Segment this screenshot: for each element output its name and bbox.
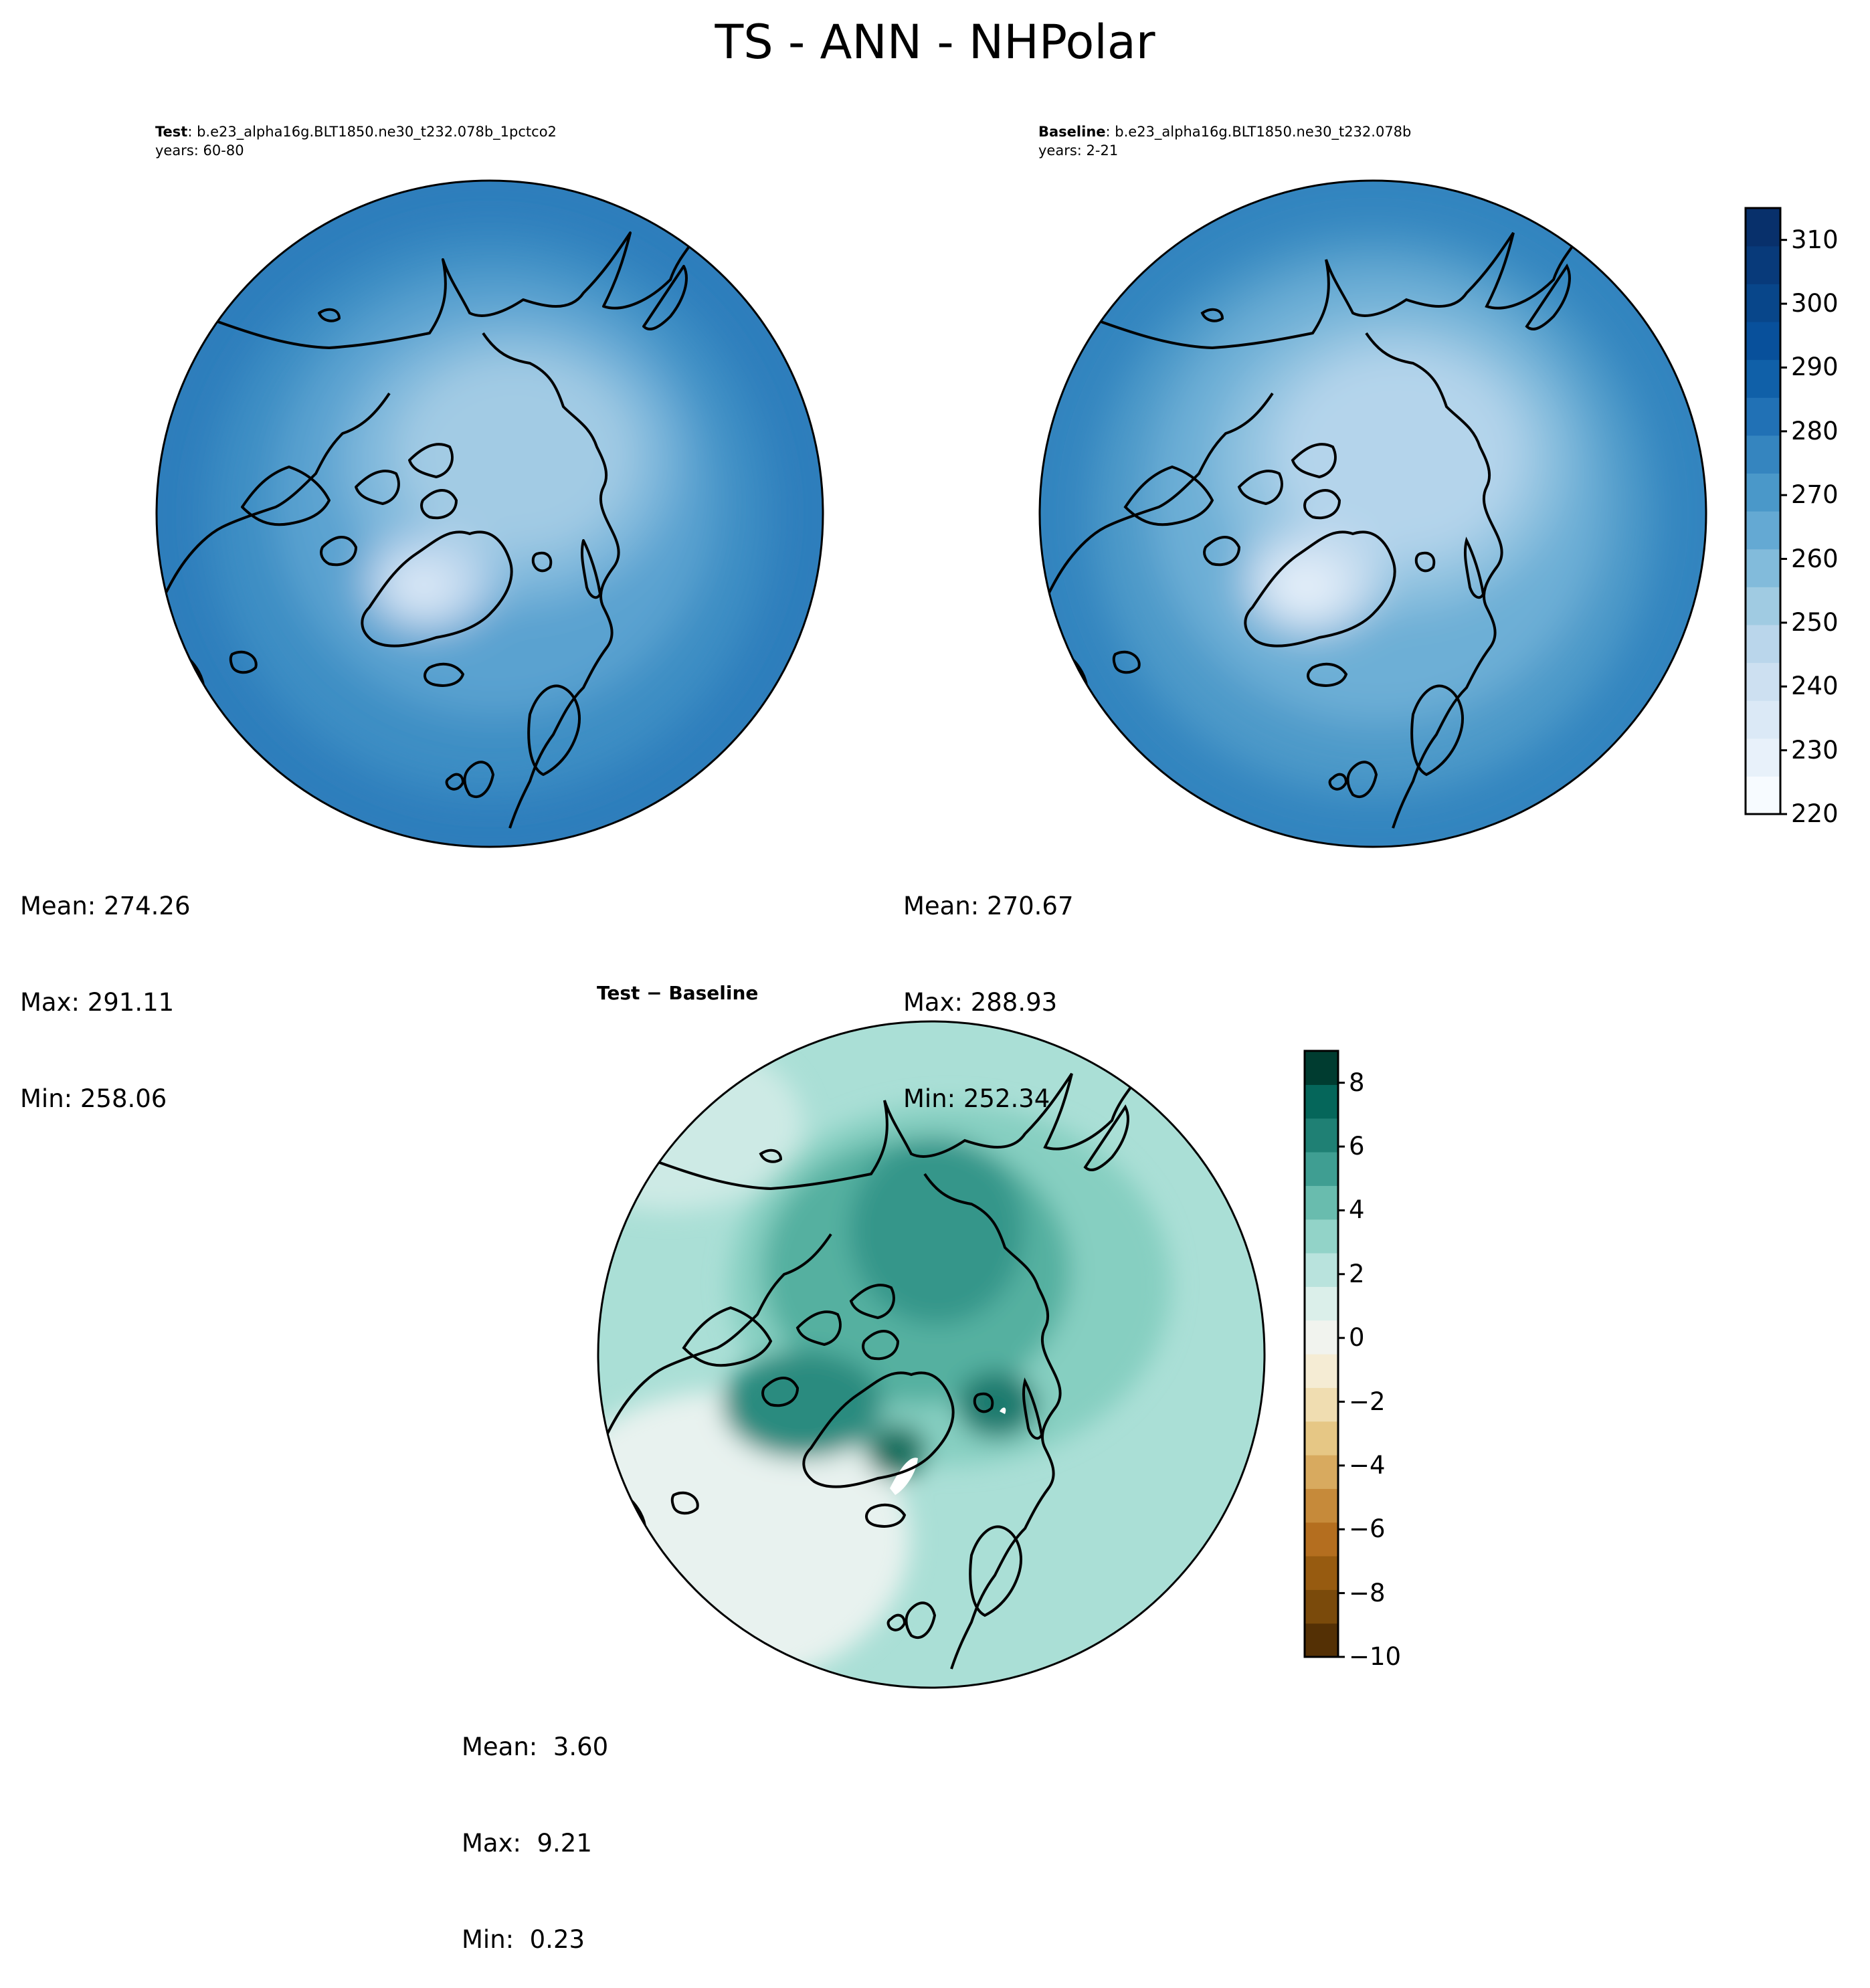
baseline-label-case: : b.e23_alpha16g.BLT1850.ne30_t232.078b	[1105, 124, 1412, 140]
colorbar-segment	[1305, 1623, 1338, 1658]
colorbar-segment	[1746, 435, 1780, 474]
colorbar-tick-label: 230	[1791, 735, 1839, 765]
colorbar-tick-label: 220	[1791, 799, 1839, 828]
difference-max: Max: 9.21	[462, 1829, 592, 1858]
absolute-colorbar	[1744, 207, 1787, 815]
colorbar-segment	[1305, 1522, 1338, 1557]
colorbar-tick-label: 290	[1791, 353, 1839, 382]
colorbar-tick-label: 0	[1349, 1323, 1365, 1353]
colorbar-segment	[1746, 587, 1780, 625]
baseline-max: Max: 288.93	[903, 988, 1058, 1017]
colorbar-frame	[1744, 207, 1782, 815]
baseline-panel-label: Baseline: b.e23_alpha16g.BLT1850.ne30_t2…	[1038, 122, 1411, 141]
colorbar-segment	[1746, 245, 1780, 284]
colorbar-segment	[1305, 1455, 1338, 1489]
colorbar-tick-label: 2	[1349, 1259, 1365, 1288]
colorbar-segment	[1746, 511, 1780, 550]
baseline-min: Min: 252.34	[903, 1084, 1050, 1113]
colorbar-tick-label: 240	[1791, 672, 1839, 701]
test-panel-label: Test: b.e23_alpha16g.BLT1850.ne30_t232.0…	[155, 122, 557, 141]
colorbar-segment	[1746, 662, 1780, 701]
colorbar-segment	[1305, 1185, 1338, 1220]
colorbar-segment	[1746, 776, 1780, 815]
baseline-years: years: 2-21	[1038, 142, 1119, 159]
test-max: Max: 291.11	[20, 988, 175, 1017]
colorbar-segment	[1746, 700, 1780, 739]
difference-colorbar	[1303, 1050, 1345, 1658]
test-stats: Mean: 274.26 Max: 291.11 Min: 258.06	[20, 826, 191, 1147]
colorbar-segment	[1305, 1084, 1338, 1119]
colorbar-segment	[1305, 1051, 1338, 1085]
colorbar-segment	[1305, 1387, 1338, 1422]
colorbar-segment	[1746, 624, 1780, 664]
difference-panel-title: Test − Baseline	[597, 982, 759, 1004]
colorbar-segment	[1305, 1320, 1338, 1355]
colorbar-segment	[1305, 1421, 1338, 1456]
colorbar-segment	[1746, 738, 1780, 777]
colorbar-segment	[1305, 1286, 1338, 1321]
colorbar-tick-label: −10	[1349, 1642, 1402, 1671]
colorbar-tick-label: −8	[1349, 1578, 1386, 1607]
colorbar-tick-label: 270	[1791, 480, 1839, 510]
colorbar-segment	[1305, 1354, 1338, 1388]
colorbar-tick-label: −4	[1349, 1450, 1386, 1480]
colorbar-tick-label: 310	[1791, 225, 1839, 254]
difference-min: Min: 0.23	[462, 1925, 585, 1954]
difference-map	[598, 1021, 1265, 1688]
colorbar-tick-label: 250	[1791, 607, 1839, 637]
test-map	[157, 181, 823, 847]
colorbar-tick-label: 280	[1791, 416, 1839, 445]
colorbar-segment	[1746, 397, 1780, 436]
colorbar-segment	[1746, 359, 1780, 398]
colorbar-segment	[1305, 1219, 1338, 1254]
colorbar-segment	[1305, 1118, 1338, 1153]
difference-mean: Mean: 3.60	[462, 1732, 609, 1761]
colorbar-segment	[1305, 1253, 1338, 1287]
colorbar-tick-label: 6	[1349, 1132, 1365, 1161]
colorbar-segment	[1746, 321, 1780, 361]
test-map-boundary	[155, 179, 824, 848]
colorbar-tick-label: 4	[1349, 1195, 1365, 1225]
test-min: Min: 258.06	[20, 1084, 167, 1113]
test-label-case: : b.e23_alpha16g.BLT1850.ne30_t232.078b_…	[187, 124, 557, 140]
test-label-bold: Test	[155, 124, 188, 140]
colorbar-segment	[1305, 1488, 1338, 1523]
baseline-stats: Mean: 270.67 Max: 288.93 Min: 252.34	[903, 826, 1074, 1147]
maps-canvas	[155, 179, 1787, 1689]
colorbar-segment	[1305, 1589, 1338, 1624]
colorbar-segment	[1305, 1152, 1338, 1186]
colorbar-tick-label: 8	[1349, 1068, 1365, 1097]
figure-title: TS - ANN - NHPolar	[715, 15, 1155, 70]
baseline-mean: Mean: 270.67	[903, 892, 1074, 920]
colorbar-segment	[1305, 1556, 1338, 1590]
colorbar-segment	[1746, 208, 1780, 247]
colorbar-tick-label: −6	[1349, 1514, 1386, 1544]
baseline-map	[1040, 181, 1706, 847]
colorbar-tick-label: 300	[1791, 289, 1839, 318]
test-mean: Mean: 274.26	[20, 892, 191, 920]
difference-map-boundary	[597, 1020, 1266, 1689]
colorbar-frame	[1303, 1050, 1339, 1658]
baseline-label-bold: Baseline	[1038, 124, 1106, 140]
difference-stats: Mean: 3.60 Max: 9.21 Min: 0.23	[462, 1667, 608, 1988]
baseline-map-boundary	[1038, 179, 1707, 848]
colorbar-tick-label: −2	[1349, 1387, 1386, 1416]
colorbar-segment	[1746, 284, 1780, 322]
colorbar-segment	[1746, 549, 1780, 587]
test-years: years: 60-80	[155, 142, 244, 159]
colorbar-tick-label: 260	[1791, 544, 1839, 573]
colorbar-segment	[1746, 473, 1780, 512]
